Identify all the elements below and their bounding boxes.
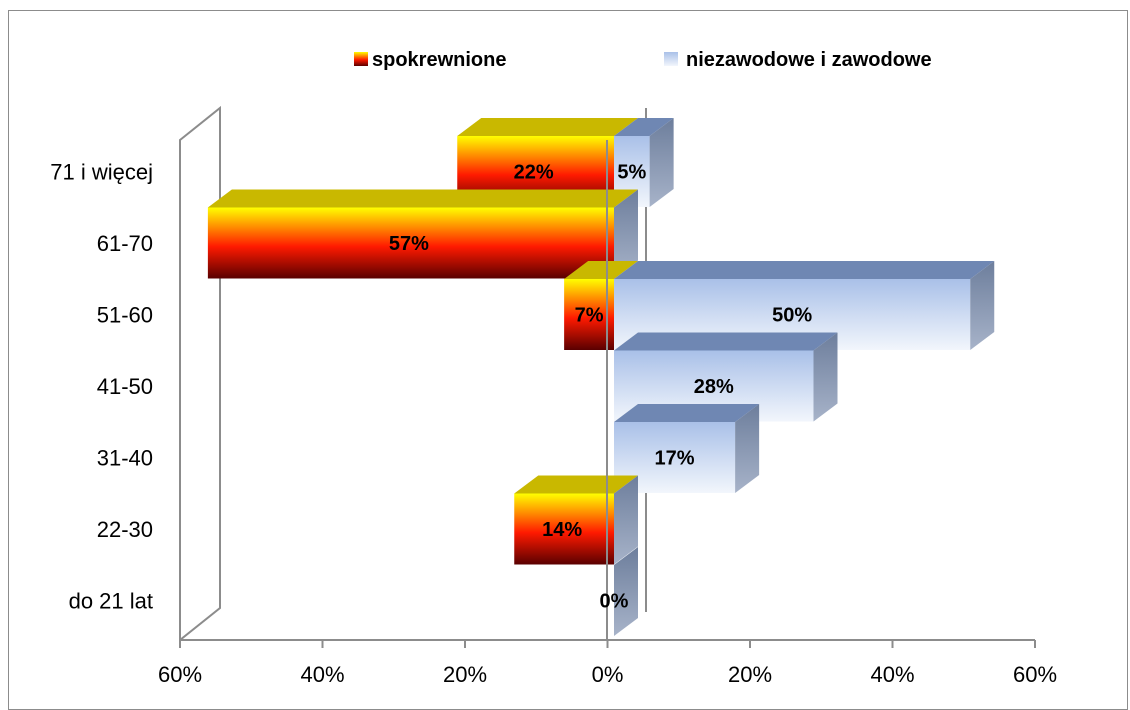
legend: spokrewnione niezawodowe i zawodowe xyxy=(354,49,932,71)
bar-side-niezawodowe xyxy=(813,332,838,422)
x-tick-label: 20% xyxy=(443,662,487,687)
bar-side-niezawodowe xyxy=(735,404,760,493)
legend-swatch-niezawodowe xyxy=(664,52,678,66)
bar-side-niezawodowe xyxy=(614,475,638,565)
legend-swatch-spokrewnione xyxy=(354,52,368,66)
data-label-niezawodowe: 28% xyxy=(694,376,734,398)
data-label-spokrewnione: 57% xyxy=(389,233,429,255)
bar-top-spokrewnione xyxy=(207,189,638,208)
y-axis-labels: 71 i więcej 61-70 51-60 41-50 31-40 22-30 do 2… xyxy=(50,160,153,614)
category-label: 71 i więcej xyxy=(50,160,153,185)
bar-side-niezawodowe xyxy=(614,189,638,279)
data-label-spokrewnione: 14% xyxy=(542,519,582,541)
bar-spokrewnione xyxy=(564,279,614,350)
x-tick-label: 40% xyxy=(300,662,344,687)
category-label: 51-60 xyxy=(97,303,153,328)
category-label: 31-40 xyxy=(97,446,153,471)
category-label: 41-50 xyxy=(97,374,153,399)
bar-side-niezawodowe xyxy=(970,261,995,350)
bar-spokrewnione xyxy=(514,493,614,565)
data-label-spokrewnione: 22% xyxy=(514,162,554,184)
bar-top-niezawodowe xyxy=(614,261,995,279)
data-label-niezawodowe: 17% xyxy=(655,448,695,470)
legend-label-niezawodowe: niezawodowe i zawodowe xyxy=(686,49,932,71)
data-label-niezawodowe: 0% xyxy=(600,591,629,613)
bar-spokrewnione xyxy=(207,207,614,279)
legend-label-spokrewnione: spokrewnione xyxy=(372,49,506,71)
bar-top-niezawodowe xyxy=(614,332,838,351)
data-label-spokrewnione: 7% xyxy=(575,305,604,327)
category-label: do 21 lat xyxy=(69,589,153,614)
x-tick-label: 20% xyxy=(728,662,772,687)
x-tick-label: 0% xyxy=(592,662,624,687)
bar-top-spokrewnione xyxy=(564,261,638,279)
data-label-niezawodowe: 5% xyxy=(617,162,646,184)
bars xyxy=(207,118,995,636)
category-label: 22-30 xyxy=(97,517,153,542)
x-tick-label: 60% xyxy=(158,662,202,687)
x-tick-label: 60% xyxy=(1013,662,1057,687)
x-tick-label: 40% xyxy=(870,662,914,687)
bar-top-niezawodowe xyxy=(614,118,674,136)
bar-side-niezawodowe xyxy=(649,118,674,207)
x-axis-ticks: 60% 40% 20% 0% 20% 40% 60% xyxy=(158,640,1057,687)
bar-side-niezawodowe xyxy=(614,547,638,636)
side-wall xyxy=(179,105,221,643)
bar-top-niezawodowe xyxy=(614,404,760,422)
category-label: 61-70 xyxy=(97,231,153,256)
data-label-niezawodowe: 50% xyxy=(772,305,812,327)
data-labels: 22% 5% 57% 7% 50% 28% 17% 14% 0% xyxy=(389,162,812,613)
bar-top-spokrewnione xyxy=(457,118,638,136)
